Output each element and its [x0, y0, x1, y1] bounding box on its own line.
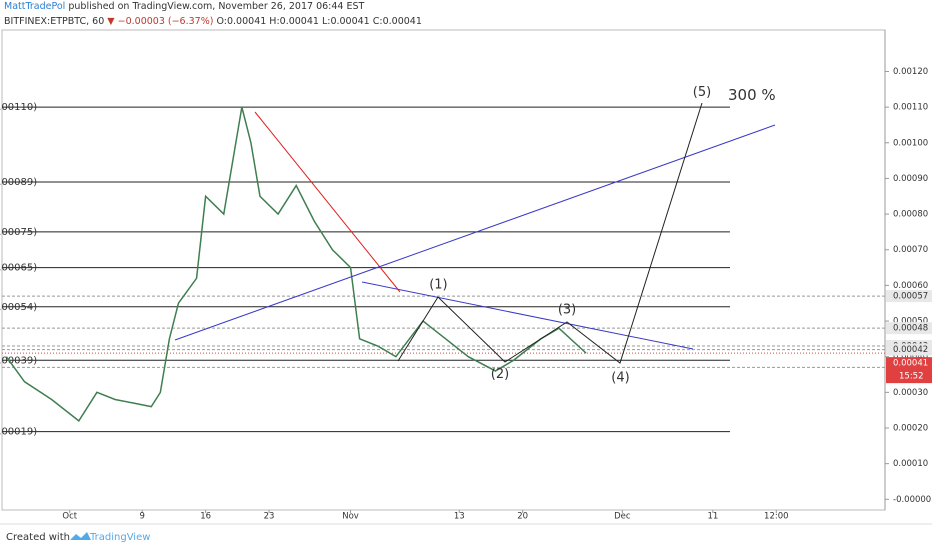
x-tick-label: 9	[140, 512, 145, 522]
wave-label: (2)	[491, 367, 509, 382]
last-time: 15:52	[899, 372, 924, 382]
y-tick-label: 0.00070	[893, 245, 928, 255]
x-tick-label: 23	[264, 512, 275, 522]
wave-label: (4)	[611, 370, 629, 385]
y-tick-label: 0.00100	[893, 138, 928, 148]
y-tick-label: 0.00110	[893, 103, 928, 113]
y-tick-label: 0.00090	[893, 174, 928, 184]
y-tick-label: 0.00050	[893, 317, 928, 327]
price-tag: 0.00048	[893, 324, 928, 334]
price-badge	[886, 343, 932, 356]
x-tick-label: 13	[454, 512, 465, 522]
x-tick-label: 11	[707, 512, 718, 522]
price-tag: 0.00042	[893, 345, 928, 355]
logo	[70, 532, 91, 540]
wave-label: (1)	[429, 278, 447, 293]
wave-label: (5)	[693, 85, 711, 100]
price-line-series	[5, 106, 587, 422]
y-tick-label: -0.00000	[893, 495, 931, 505]
level-label: (0.00065)	[0, 263, 37, 274]
x-tick-label: 16	[200, 512, 211, 522]
x-tick-label: Oct	[62, 512, 77, 522]
change: ▼ −0.00003 (−6.37%)	[107, 16, 213, 27]
x-tick-label: Nov	[342, 512, 359, 522]
trend-line	[361, 281, 694, 350]
target-label: 300 %	[728, 86, 776, 104]
ohlc: O:0.00041 H:0.00041 L:0.00041 C:0.00041	[216, 16, 421, 27]
x-tick-label: 12:00	[764, 512, 789, 522]
trend-line	[254, 111, 401, 293]
plot: (0.00110) (0.00089) (0.00075) (0.00065) (0.0…	[0, 102, 885, 438]
last-price: 0.00041	[893, 359, 928, 369]
wave-path	[397, 102, 703, 364]
x-tick-label: 20	[517, 512, 528, 522]
header-line: MattTradePol published on TradingView.co…	[4, 1, 365, 12]
y-tick-label: 0.00010	[893, 459, 928, 469]
published: published on TradingView.com, November 2…	[68, 1, 364, 12]
author[interactable]: MattTradePol	[4, 1, 65, 12]
y-tick-label: 0.00060	[893, 281, 928, 291]
symbol: BITFINEX:ETPBTC, 60	[4, 16, 104, 27]
y-tick-label: 0.00120	[893, 67, 928, 77]
y-tick-label: 0.00020	[893, 424, 928, 434]
price-tag: 0.00057	[893, 292, 928, 302]
level-label: (0.00054)	[0, 302, 37, 313]
trend-line	[174, 124, 776, 341]
level-label: (0.00110)	[0, 102, 37, 113]
footer-created: Created with	[6, 532, 70, 543]
y-tick-label: 0.00030	[893, 388, 928, 398]
x-tick-label: Dec	[614, 512, 631, 522]
symbol-line: BITFINEX:ETPBTC, 60 ▼ −0.00003 (−6.37%) …	[4, 16, 422, 27]
price-badge	[886, 322, 932, 335]
last-badge	[886, 357, 932, 384]
footer-brand[interactable]: TradingView	[89, 532, 150, 543]
wave-label: (3)	[558, 303, 576, 318]
level-label: (0.00075)	[0, 227, 37, 238]
y-tick-label: 0.00080	[893, 210, 928, 220]
price-badge	[886, 290, 932, 303]
level-label: (0.00039)	[0, 355, 37, 366]
level-label: (0.00089)	[0, 177, 37, 188]
level-label: (0.00019)	[0, 427, 37, 438]
